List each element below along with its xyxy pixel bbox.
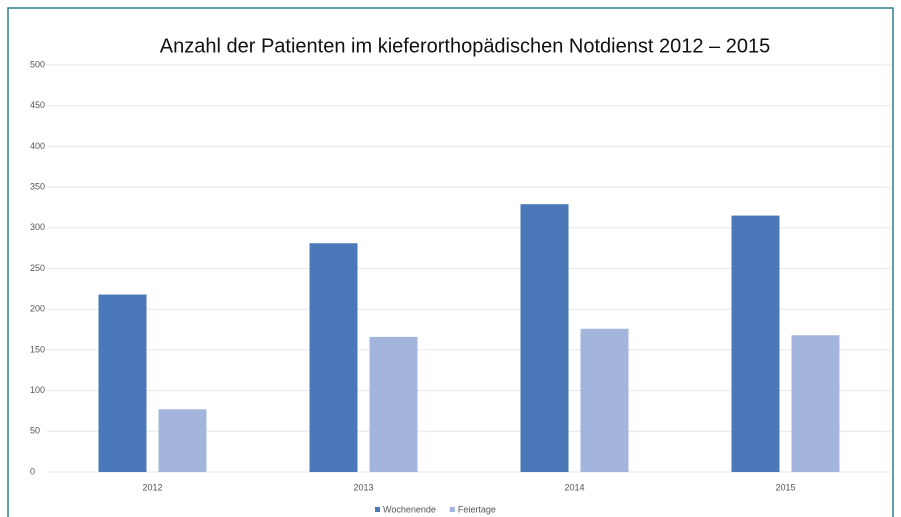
y-tick-label: 400	[30, 141, 45, 151]
y-tick-label: 0	[30, 466, 35, 476]
y-tick-label: 450	[30, 100, 45, 110]
legend-label: Feiertage	[458, 504, 496, 514]
chart-title: Anzahl der Patienten im kieferorthopädis…	[160, 35, 770, 57]
x-tick-label: 2015	[775, 482, 795, 492]
y-tick-label: 200	[30, 304, 45, 314]
y-tick-label: 500	[30, 59, 45, 69]
y-tick-label: 100	[30, 385, 45, 395]
bar	[98, 294, 147, 472]
y-tick-label: 150	[30, 344, 45, 354]
x-tick-label: 2012	[142, 482, 162, 492]
bar	[731, 215, 780, 472]
frame	[7, 7, 894, 517]
bar	[791, 335, 840, 472]
y-tick-label: 50	[30, 426, 40, 436]
legend-label: Wochenende	[383, 504, 436, 514]
y-tick-label: 300	[30, 222, 45, 232]
x-tick-label: 2014	[564, 482, 584, 492]
legend-swatch	[375, 507, 380, 512]
y-tick-label: 350	[30, 181, 45, 191]
bar	[580, 328, 629, 472]
bar	[158, 409, 207, 472]
bar	[520, 204, 569, 472]
legend-swatch	[449, 507, 455, 512]
bar	[309, 243, 358, 472]
bar	[369, 336, 418, 472]
y-tick-label: 250	[30, 263, 45, 273]
x-tick-label: 2013	[353, 482, 373, 492]
